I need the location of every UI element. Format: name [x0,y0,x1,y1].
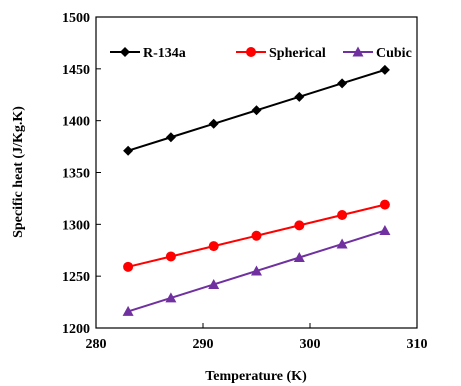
data-point-spherical [379,199,390,210]
y-tick-label: 1450 [62,63,90,78]
data-point-cubic [336,238,348,249]
legend: R-134a Spherical Cubic [110,46,412,61]
data-point-cubic [379,225,391,236]
legend-item-cubic: Cubic [343,46,412,61]
legend-item-r-134a: R-134a [110,46,186,61]
legend-label: R-134a [143,46,186,61]
data-point-r-134a [208,118,219,129]
legend-marker [352,46,364,57]
y-tick-label: 1500 [62,11,90,26]
data-point-r-134a [251,105,262,116]
data-point-r-134a [337,78,348,89]
legend-item-spherical: Spherical [236,46,326,61]
series-cubic [122,225,391,316]
data-point-r-134a [123,145,134,156]
y-axis-ticks: 1200 1250 1300 1350 1400 1450 1500 [62,11,101,337]
series-r-134a [123,64,390,156]
y-tick-label: 1350 [62,167,90,182]
series-layer [122,64,391,316]
data-point-cubic [251,265,262,276]
x-tick-label: 290 [193,337,214,352]
data-point-r-134a [379,64,390,75]
data-point-spherical [165,251,176,262]
data-point-spherical [123,261,134,272]
data-point-cubic [165,292,177,303]
legend-marker [246,47,256,57]
x-tick-label: 300 [300,337,321,352]
x-axis-title: Temperature (K) [205,369,307,384]
y-tick-label: 1400 [62,115,90,130]
data-point-cubic [293,252,305,263]
x-tick-label: 310 [407,337,428,352]
legend-label: Cubic [376,46,412,61]
data-point-spherical [251,230,262,241]
data-point-spherical [294,220,305,231]
data-point-r-134a [165,132,176,143]
data-point-spherical [337,210,348,221]
legend-label: Spherical [269,46,326,61]
x-axis-ticks: 280 290 300 310 [86,323,428,352]
data-point-cubic [122,305,134,316]
plot-area-frame [95,16,418,329]
y-tick-label: 1200 [62,322,90,337]
data-point-r-134a [294,91,305,102]
data-point-cubic [208,278,220,289]
data-point-spherical [208,241,219,252]
y-tick-label: 1250 [62,270,90,285]
y-axis-title: Specific heat (J/Kg.K) [11,106,26,238]
series-spherical [123,199,390,272]
y-tick-label: 1300 [62,218,90,233]
legend-marker [120,47,130,57]
x-tick-label: 280 [86,337,107,352]
